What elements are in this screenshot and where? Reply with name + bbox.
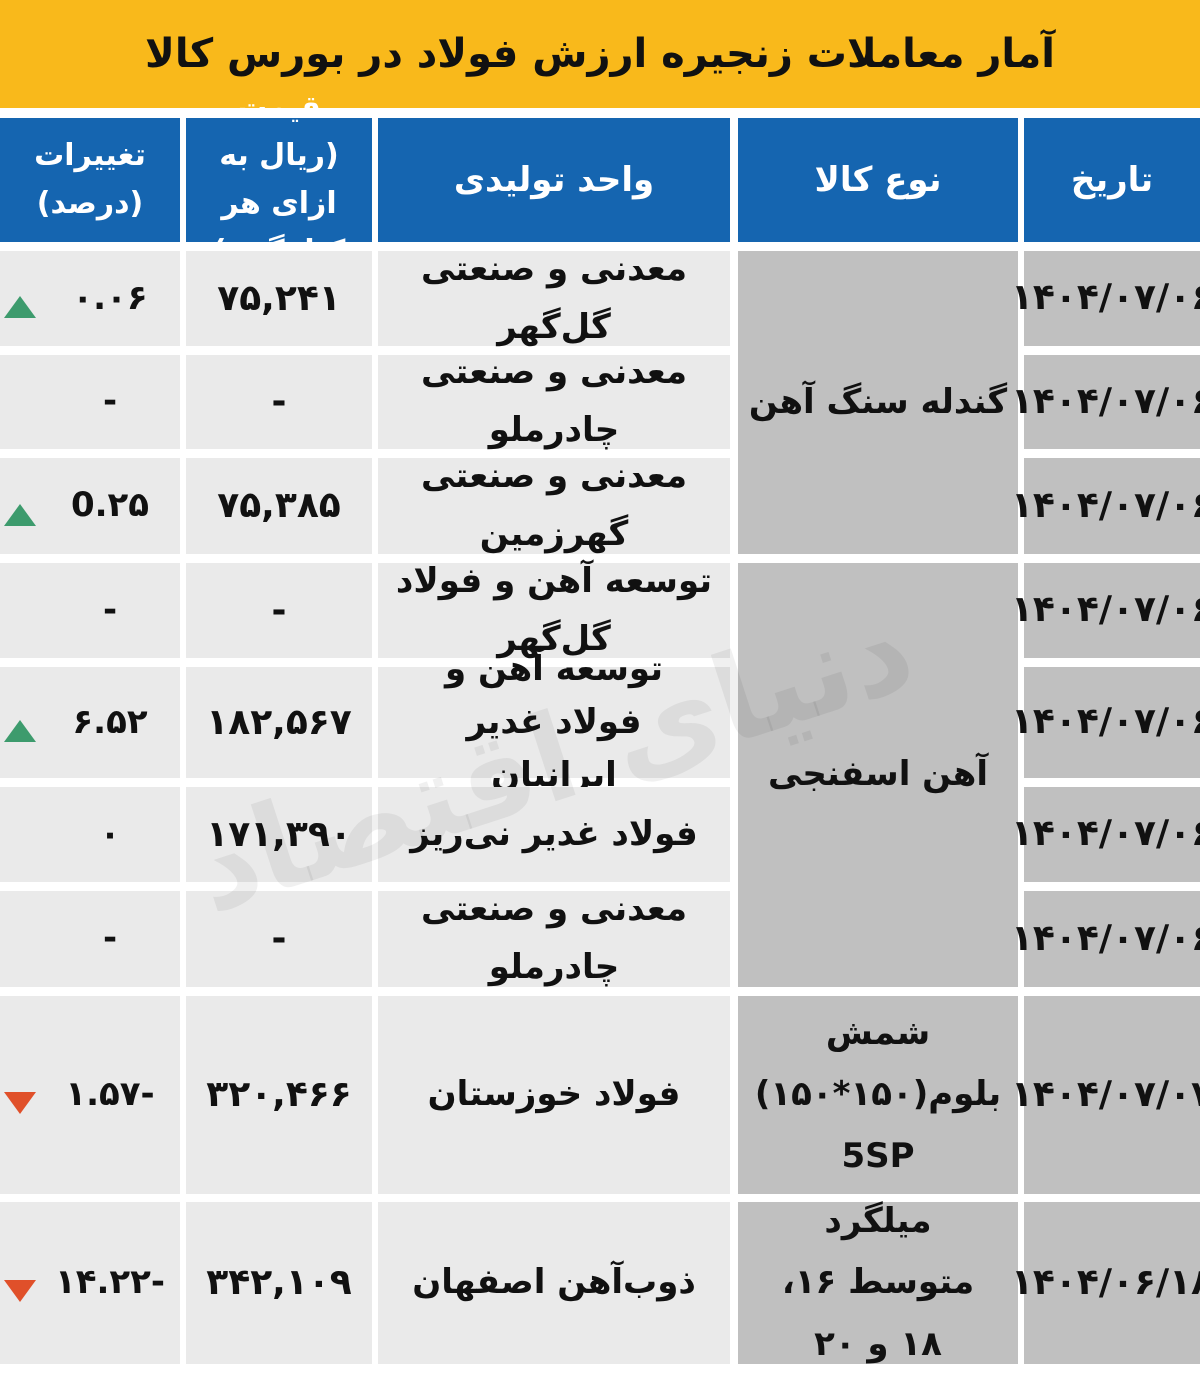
- table-row-4-producer: توسعه آهن و فولاد گل‌گهر: [378, 561, 730, 659]
- table-row-5-price: ۱۸۲,۵۶۷: [186, 667, 372, 778]
- trend-down-icon: [4, 1092, 36, 1114]
- table-row-8-producer: فولاد خوزستان: [378, 996, 730, 1194]
- table-row-6-date: ۱۴۰۴/۰۷/۰۶: [1011, 787, 1200, 882]
- header-date: تاریخ: [1024, 118, 1200, 242]
- trend-up-icon: [4, 296, 36, 318]
- table-row-2-change: -: [0, 355, 180, 449]
- table-row-5-producer: توسعه آهن و فولاد غدیر ایرانیان: [378, 649, 730, 795]
- header-commodity: نوع کالا: [738, 118, 1018, 242]
- trend-up-icon: [4, 504, 36, 526]
- table-row-2-price: -: [186, 355, 372, 449]
- header-price: قیمت (ریال به ازای هر کیلوگرم): [186, 90, 372, 269]
- table-row-6-price: ۱۷۱,۳۹۰: [186, 787, 372, 882]
- page-title: آمار معاملات زنجیره ارزش فولاد در بورس ک…: [145, 31, 1055, 77]
- table-row-7-date: ۱۴۰۴/۰۷/۰۶: [1011, 891, 1200, 987]
- table-row-2-date: ۱۴۰۴/۰۷/۰۶: [1011, 355, 1200, 449]
- title-bar: آمار معاملات زنجیره ارزش فولاد در بورس ک…: [0, 0, 1200, 108]
- table-row-4-date: ۱۴۰۴/۰۷/۰۶: [1011, 563, 1200, 658]
- table-row-2-producer: معدنی و صنعتی چادرملو: [378, 352, 730, 450]
- table-row-9-price: ۳۴۲,۱۰۹: [186, 1202, 372, 1364]
- table-row-9-change: -۱۴.۲۲: [0, 1202, 180, 1364]
- table-row-1-producer: معدنی و صنعتی گل‌گهر: [378, 249, 730, 347]
- group-bloom: شمش بلوم(۱۵۰*۱۵۰) 5SP: [738, 996, 1018, 1194]
- table-row-7-price: -: [186, 891, 372, 987]
- trend-down-icon: [4, 1280, 36, 1302]
- header-producer: واحد تولیدی: [378, 118, 730, 242]
- table-row-9-producer: ذوب‌آهن اصفهان: [378, 1202, 730, 1364]
- table-row-6-producer: فولاد غدیر نی‌ریز: [378, 787, 730, 882]
- trend-up-icon: [4, 720, 36, 742]
- table-row-4-change: -: [0, 563, 180, 658]
- table-row-3-producer: معدنی و صنعتی گهرزمین: [378, 456, 730, 554]
- header-change: تغییرات (درصد): [0, 118, 180, 242]
- table-row-8-price: ۳۲۰,۴۶۶: [186, 996, 372, 1194]
- table-row-7-producer: معدنی و صنعتی چادرملو: [378, 889, 730, 987]
- table-row-3-price: ۷۵,۳۸۵: [186, 458, 372, 554]
- table-row-1-date: ۱۴۰۴/۰۷/۰۶: [1011, 251, 1200, 346]
- table-row-9-date: ۱۴۰۴/۰۶/۱۸: [1011, 1202, 1200, 1364]
- table-row-8-date: ۱۴۰۴/۰۷/۰۷: [1011, 996, 1200, 1194]
- table-row-4-price: -: [186, 563, 372, 658]
- group-pellet: گندله سنگ آهن: [738, 251, 1018, 554]
- table-row-7-change: -: [0, 891, 180, 987]
- group-rebar: میلگرد متوسط ۱۶، ۱۸ و ۲۰: [738, 1201, 1018, 1364]
- table-row-3-date: ۱۴۰۴/۰۷/۰۶: [1011, 458, 1200, 554]
- table-row-5-date: ۱۴۰۴/۰۷/۰۶: [1011, 667, 1200, 778]
- group-sponge-iron: آهن اسفنجی: [738, 563, 1018, 987]
- table-row-1-price: ۷۵,۲۴۱: [186, 251, 372, 346]
- table-row-6-change: ۰: [0, 787, 180, 882]
